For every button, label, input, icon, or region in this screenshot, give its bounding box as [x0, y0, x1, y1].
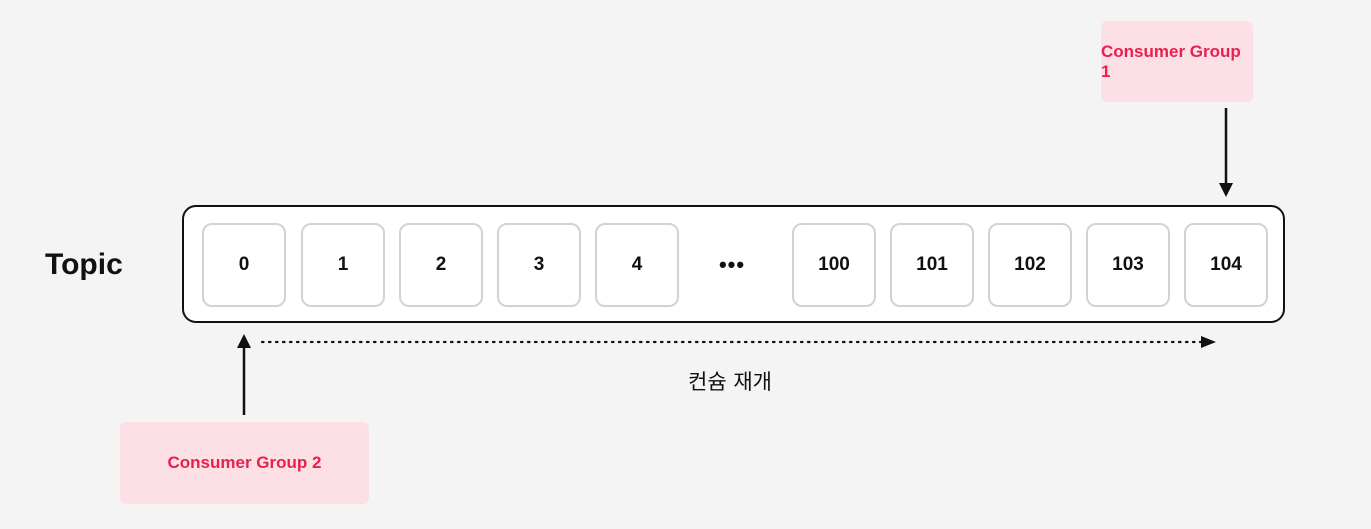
group2-arrow-head — [237, 334, 251, 348]
offset-cell-3: 3 — [497, 223, 581, 307]
offset-cell-0: 0 — [202, 223, 286, 307]
group1-arrow-head — [1219, 183, 1233, 197]
topic-label: Topic — [45, 248, 123, 281]
offset-cell-103: 103 — [1086, 223, 1170, 307]
offset-cell-100: 100 — [792, 223, 876, 307]
offset-cell-101: 101 — [890, 223, 974, 307]
consumer-group-1: Consumer Group 1 — [1101, 21, 1253, 102]
resume-arrow-head — [1201, 336, 1216, 348]
offset-cell-1: 1 — [301, 223, 385, 307]
consumer-group-2: Consumer Group 2 — [120, 422, 369, 504]
offset-ellipsis: ••• — [718, 252, 746, 277]
resume-consume-label: 컨슘 재개 — [688, 370, 772, 394]
offset-cell-104: 104 — [1184, 223, 1268, 307]
offset-cell-4: 4 — [595, 223, 679, 307]
offset-cell-102: 102 — [988, 223, 1072, 307]
offset-cell-2: 2 — [399, 223, 483, 307]
